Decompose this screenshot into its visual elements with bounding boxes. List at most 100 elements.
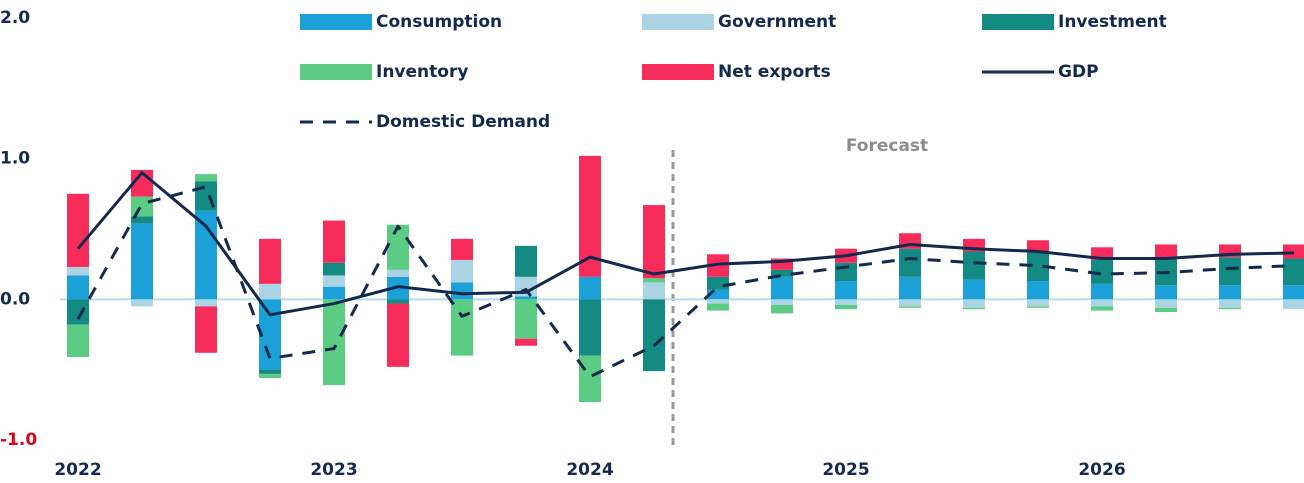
x-tick-label: 2025 xyxy=(822,460,869,480)
x-tick-label: 2026 xyxy=(1078,460,1125,480)
legend-label: Consumption xyxy=(376,12,502,32)
bar-segment xyxy=(67,324,89,358)
forecast-label: Forecast xyxy=(846,136,928,156)
legend-label: Government xyxy=(718,12,836,32)
bar-segment xyxy=(899,276,921,300)
bar-segment xyxy=(323,286,345,300)
bar-segment xyxy=(1219,307,1241,310)
bar-segment xyxy=(1219,285,1241,300)
bar-segment xyxy=(131,223,153,300)
legend-label: Domestic Demand xyxy=(376,112,550,132)
x-tick-label: 2023 xyxy=(310,460,357,480)
bar-segment xyxy=(899,306,921,308)
y-tick-label: 1.0 xyxy=(0,149,30,169)
bar-segment xyxy=(899,299,921,307)
bar-segment xyxy=(67,266,89,276)
bar-segment xyxy=(707,289,729,300)
bar-segment xyxy=(515,338,537,346)
legend-label: Net exports xyxy=(718,62,831,82)
bar-segment xyxy=(259,238,281,284)
legend-swatch xyxy=(642,14,714,30)
bar-segment xyxy=(1219,299,1241,308)
bar-segment xyxy=(259,299,281,370)
legend-label: GDP xyxy=(1058,62,1099,82)
bar-segment xyxy=(515,245,537,277)
bar-segment xyxy=(451,259,473,283)
bar-segment xyxy=(579,155,601,277)
legend-label: Inventory xyxy=(376,62,468,82)
bar-segment xyxy=(899,248,921,277)
bar-segment xyxy=(451,282,473,300)
bar-segment xyxy=(643,299,665,372)
bar-segment xyxy=(259,283,281,300)
bar-segment xyxy=(1283,258,1304,286)
y-tick-label: -1.0 xyxy=(0,430,37,450)
bar-segment xyxy=(1027,252,1049,282)
bar-segment xyxy=(1155,285,1177,300)
bar-segment xyxy=(1091,306,1113,311)
bar-segment xyxy=(771,299,793,305)
bar-segment xyxy=(1027,240,1049,253)
legend-swatch xyxy=(642,64,714,80)
bar-segment xyxy=(771,276,793,300)
bar-segment xyxy=(259,373,281,379)
bar-segment xyxy=(515,299,537,339)
bar-segment xyxy=(835,281,857,300)
bar-segment xyxy=(387,303,409,367)
bar-segment xyxy=(1155,307,1177,312)
bar-segment xyxy=(643,282,665,300)
bar-segment xyxy=(963,279,985,300)
bar-segment xyxy=(963,307,985,310)
bar-segment xyxy=(387,224,409,270)
bar-segment xyxy=(387,269,409,277)
bar-segment xyxy=(579,299,601,356)
legend-label: Investment xyxy=(1058,12,1167,32)
bar-segment xyxy=(1091,283,1113,300)
bar-segment xyxy=(579,276,601,300)
bar-segment xyxy=(963,251,985,280)
bar-segment xyxy=(707,276,729,290)
bar-segment xyxy=(579,355,601,403)
x-tick-label: 2022 xyxy=(54,460,101,480)
bar-segment xyxy=(387,299,409,304)
bar-segment xyxy=(323,299,345,386)
bar-segment xyxy=(323,262,345,276)
bar-segment xyxy=(259,369,281,374)
bar-segment xyxy=(835,304,857,310)
legend-swatch xyxy=(300,64,372,80)
bar-segment xyxy=(1027,281,1049,300)
bar-segment xyxy=(1219,257,1241,286)
y-tick-label: 0.0 xyxy=(0,289,30,309)
bar-segment xyxy=(195,306,217,353)
bar-segment xyxy=(1155,299,1177,308)
line-series xyxy=(76,185,1295,379)
bar-segment xyxy=(963,299,985,308)
bar-segment xyxy=(835,299,857,305)
bar-segment xyxy=(1091,299,1113,307)
bar-segment xyxy=(1155,244,1177,258)
bar-segment xyxy=(643,205,665,279)
bar-segment xyxy=(67,275,89,300)
bar-segment xyxy=(1283,285,1304,300)
bar-segment xyxy=(451,238,473,260)
legend-swatch xyxy=(300,14,372,30)
bar-segment xyxy=(771,258,793,270)
bar-segment xyxy=(131,299,153,307)
bar-segment xyxy=(707,299,729,304)
bar-segment xyxy=(1027,299,1049,307)
bar-segment xyxy=(323,220,345,263)
bar-segment xyxy=(67,299,89,325)
legend-swatch xyxy=(982,14,1054,30)
bar-segment xyxy=(643,278,665,283)
bar-segment xyxy=(451,299,473,356)
y-tick-label: 2.0 xyxy=(0,8,30,28)
bar-segment xyxy=(131,216,153,224)
bar-segment xyxy=(1027,306,1049,308)
bar-segment xyxy=(1091,259,1113,284)
line-series xyxy=(76,171,1295,317)
bar-segment xyxy=(195,210,217,300)
bar-segment xyxy=(131,196,153,217)
bar-segment xyxy=(515,296,537,300)
x-tick-label: 2024 xyxy=(566,460,613,480)
